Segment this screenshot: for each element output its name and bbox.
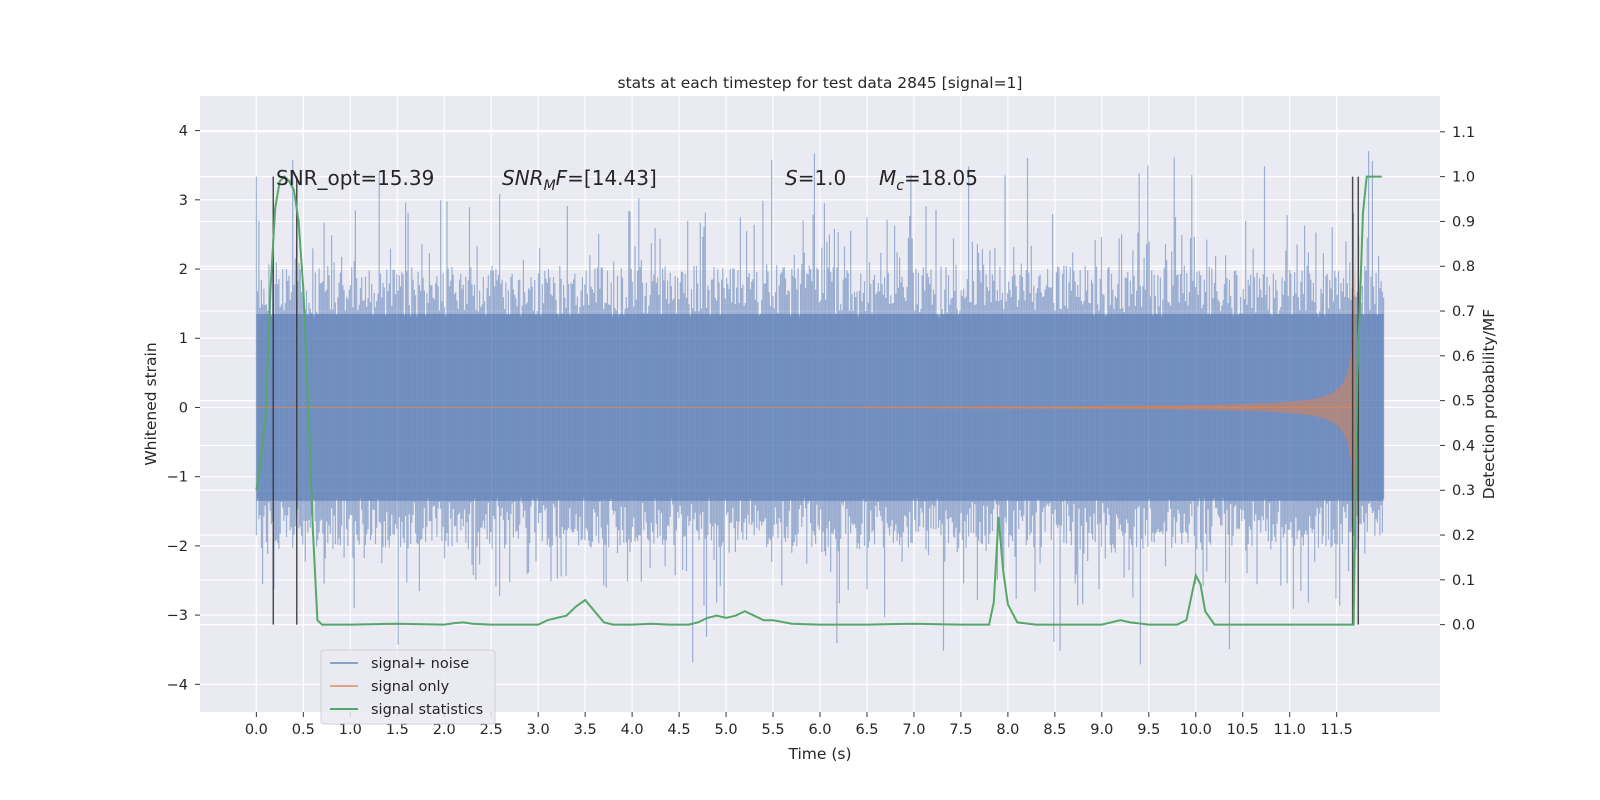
legend-label-signal: signal only [371, 679, 450, 695]
y2-tick-label: 0.5 [1452, 394, 1475, 410]
x-tick-label: 0.5 [292, 722, 315, 738]
x-tick-label: 1.0 [339, 722, 362, 738]
y2-tick-label: 0.4 [1452, 438, 1475, 454]
x-tick-label: 8.5 [1043, 722, 1066, 738]
x-tick-label: 4.5 [668, 722, 691, 738]
x-tick-label: 8.0 [996, 722, 1019, 738]
annotation-snr-mf: SNRMF=[14.43] [502, 166, 657, 194]
x-tick-label: 5.0 [715, 722, 738, 738]
y2-tick-label: 0.2 [1452, 528, 1475, 544]
y-tick-label: 4 [179, 124, 188, 140]
y-tick-label: 3 [179, 193, 188, 209]
x-tick-label: 1.5 [386, 722, 409, 738]
x-ticks: 0.0 0.5 1.0 1.5 2.0 2.5 3.0 3.5 4.0 4.5 5.0 5.5 6.0 6… [245, 712, 1353, 738]
annotation-s: S=1.0 [785, 166, 846, 190]
x-tick-label: 9.0 [1090, 722, 1113, 738]
x-tick-label: 7.0 [902, 722, 925, 738]
x-tick-label: 10.5 [1227, 722, 1259, 738]
x-tick-label: 6.5 [855, 722, 878, 738]
x-axis-label: Time (s) [787, 745, 851, 763]
y2-tick-label: 0.3 [1452, 483, 1475, 499]
x-tick-label: 3.0 [527, 722, 550, 738]
x-tick-label: 6.0 [808, 722, 831, 738]
y-tick-label: −2 [167, 539, 188, 555]
series-signal-statistics [255, 175, 1382, 626]
y2-tick-label: 0.0 [1452, 618, 1475, 634]
x-tick-label: 9.5 [1137, 722, 1160, 738]
y2-ticks: 1.1 1.0 0.9 0.8 0.7 0.6 0.5 0.4 0.3 0.2 0.1 0.0 [1440, 125, 1475, 634]
series-signal-only [256, 236, 1356, 579]
y-tick-label: 0 [179, 400, 188, 416]
y-axis-label: Whitened strain [142, 342, 160, 465]
x-tick-label: 7.5 [949, 722, 972, 738]
y2-tick-label: 0.1 [1452, 573, 1475, 589]
y-tick-label: 1 [179, 331, 188, 347]
legend-label-stat: signal statistics [371, 702, 483, 718]
y2-tick-label: 0.9 [1452, 214, 1475, 230]
x-tick-label: 11.0 [1274, 722, 1306, 738]
y-tick-label: −1 [167, 470, 188, 486]
x-tick-label: 2.0 [433, 722, 456, 738]
stat-line [255, 175, 1382, 626]
legend-label-noise: signal+ noise [371, 656, 469, 672]
noise-spikes [255, 151, 1385, 665]
y2-tick-label: 1.1 [1452, 125, 1475, 141]
x-tick-label: 3.5 [574, 722, 597, 738]
y2-tick-label: 0.8 [1452, 259, 1475, 275]
legend: signal+ noise signal only signal statist… [320, 649, 496, 725]
y2-tick-label: 1.0 [1452, 170, 1475, 186]
y2-tick-label: 0.7 [1452, 304, 1475, 320]
y-ticks: 4 3 2 1 0 −1 −2 −3 −4 [167, 124, 200, 693]
y-tick-label: −4 [167, 677, 188, 693]
x-tick-label: 11.5 [1321, 722, 1353, 738]
x-tick-label: 2.5 [480, 722, 503, 738]
x-tick-label: 4.0 [621, 722, 644, 738]
chart-title: stats at each timestep for test data 284… [618, 74, 1023, 92]
x-tick-label: 10.0 [1180, 722, 1212, 738]
y2-tick-label: 0.6 [1452, 349, 1475, 365]
annotations: SNR_opt=15.39 SNRMF=[14.43] S=1.0 Mc=18.… [276, 166, 978, 194]
annotation-snr-opt: SNR_opt=15.39 [276, 166, 434, 190]
y-tick-label: −3 [167, 608, 188, 624]
y-tick-label: 2 [179, 262, 188, 278]
legend-box [320, 649, 496, 725]
annotation-mc: Mc=18.05 [879, 166, 978, 194]
x-tick-label: 0.0 [245, 722, 268, 738]
x-tick-label: 5.5 [761, 722, 784, 738]
y2-axis-label: Detection probability/MF [1480, 309, 1498, 500]
